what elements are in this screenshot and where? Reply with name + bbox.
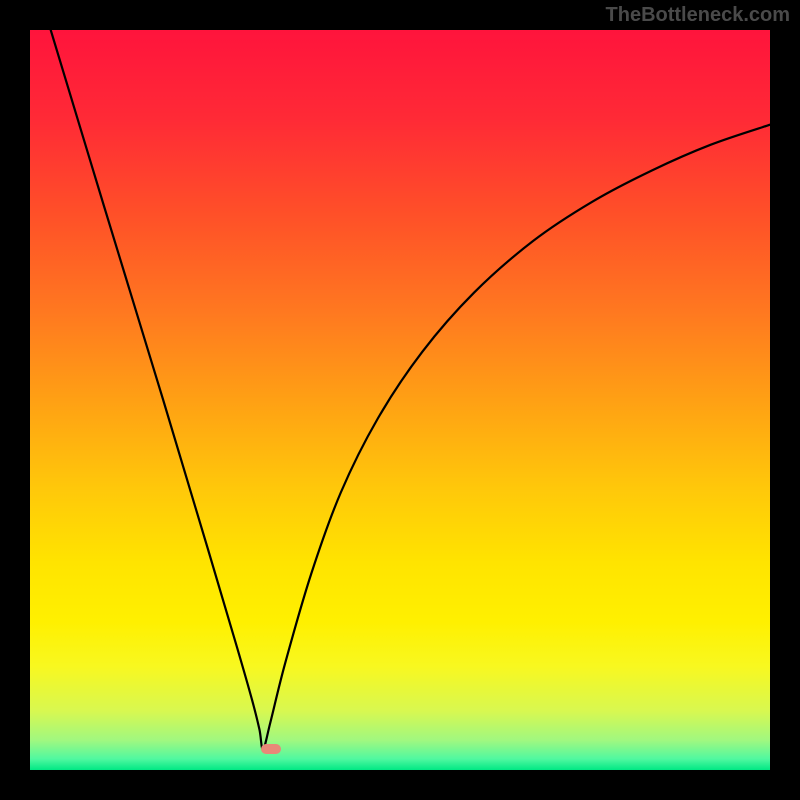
bottleneck-curve bbox=[30, 30, 770, 770]
plot-area bbox=[30, 30, 770, 770]
optimal-point-marker bbox=[261, 744, 281, 754]
watermark-text: TheBottleneck.com bbox=[606, 4, 790, 27]
curve-path bbox=[51, 30, 770, 749]
